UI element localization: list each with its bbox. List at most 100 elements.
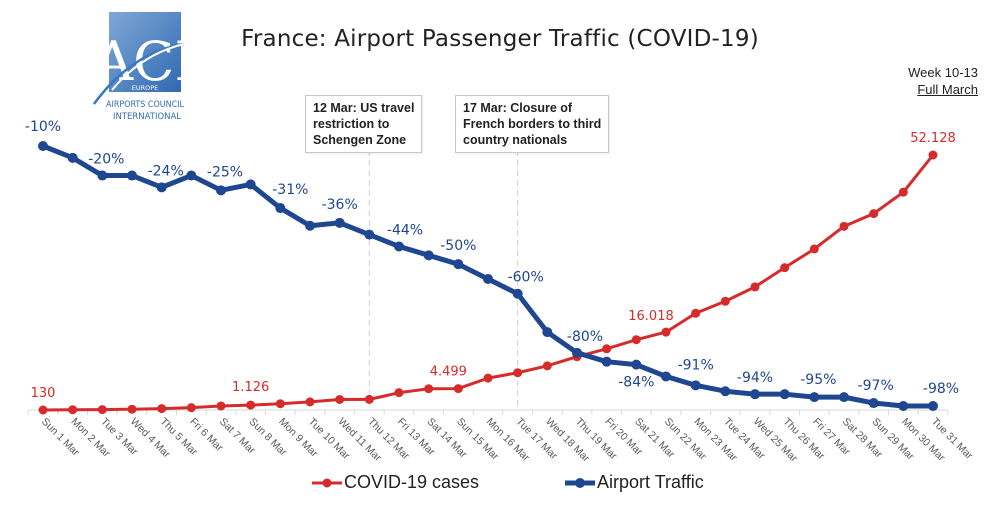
covid-data-label: 16.018: [628, 309, 674, 324]
covid-cases-point: [869, 209, 879, 219]
airport-traffic-point: [601, 356, 612, 367]
traffic-data-label: -60%: [508, 270, 544, 286]
covid-cases-point: [394, 388, 404, 398]
covid-data-label: 4.499: [430, 365, 467, 380]
covid-cases-point: [453, 384, 463, 394]
logo-region: EUROPE: [132, 84, 159, 92]
annotation-line: 12 Mar: US travel: [313, 101, 415, 115]
airport-traffic-point: [631, 359, 642, 370]
covid-cases-point: [127, 404, 137, 414]
period-info: Week 10-13 Full March: [908, 64, 978, 98]
airport-traffic-point: [839, 392, 849, 403]
traffic-data-label: -10%: [25, 119, 61, 135]
airport-traffic-point: [364, 229, 375, 240]
covid-cases-point: [780, 263, 790, 273]
week-range: Week 10-13: [908, 65, 978, 80]
legend-label-traffic: Airport Traffic: [597, 472, 704, 492]
covid-cases-point: [631, 335, 641, 345]
airport-traffic-point: [245, 179, 256, 190]
traffic-data-label: -97%: [858, 378, 894, 394]
airport-traffic-point: [750, 389, 760, 400]
covid-cases-point: [720, 296, 730, 306]
legend-marker-traffic: [565, 477, 595, 488]
airport-traffic-point: [334, 217, 345, 228]
covid-cases-point: [246, 400, 256, 410]
airport-traffic-point: [661, 371, 671, 382]
legend-label-covid: COVID-19 cases: [344, 472, 480, 492]
covid-cases-point: [364, 394, 374, 404]
covid-cases-point: [898, 187, 908, 197]
covid-cases-point: [750, 282, 760, 292]
logo-line2: INTERNATIONAL: [113, 111, 182, 122]
annotation-line: French borders to third: [463, 117, 602, 131]
covid-cases-point: [691, 308, 701, 318]
covid-cases-point: [483, 373, 493, 383]
airport-traffic-point: [898, 401, 909, 411]
airport-traffic-point: [542, 327, 553, 338]
chart-title: France: Airport Passenger Traffic (COVID…: [241, 26, 759, 52]
traffic-data-label: -31%: [272, 182, 308, 198]
airport-traffic-point: [216, 185, 226, 196]
airport-traffic-point: [572, 347, 582, 358]
annotation-us-travel: 12 Mar: US travel restriction to Schenge…: [305, 95, 423, 153]
legend-item-traffic[interactable]: Airport Traffic: [565, 472, 704, 493]
airport-traffic-point: [156, 182, 167, 193]
period-link: Full March: [917, 82, 978, 97]
covid-data-label: 130: [31, 386, 56, 401]
covid-cases-point: [216, 401, 226, 411]
airport-traffic-point: [127, 170, 137, 181]
traffic-data-label: -36%: [322, 197, 358, 213]
airport-traffic-point: [97, 170, 108, 181]
airport-traffic-point: [67, 152, 78, 163]
traffic-data-label: -80%: [567, 329, 603, 345]
traffic-data-label: -95%: [800, 372, 836, 388]
annotation-border-closure: 17 Mar: Closure of French borders to thi…: [455, 95, 610, 153]
covid-data-label: 52.128: [910, 131, 956, 146]
traffic-data-label: -84%: [618, 375, 654, 391]
airport-traffic-point: [690, 380, 701, 391]
covid-cases-point: [424, 384, 434, 394]
covid-cases-point: [542, 361, 552, 371]
covid-cases-point: [661, 327, 671, 337]
covid-data-label: 1.126: [232, 380, 269, 395]
airport-traffic-point: [275, 203, 286, 214]
traffic-data-label: -94%: [737, 370, 773, 386]
airport-traffic-point: [305, 220, 315, 231]
covid-cases-point: [68, 405, 78, 415]
airport-traffic-point: [868, 398, 879, 409]
traffic-data-label: -50%: [440, 238, 476, 254]
annotation-line: 17 Mar: Closure of: [463, 101, 573, 115]
covid-cases-point: [602, 344, 612, 354]
covid-cases-point: [275, 399, 285, 409]
traffic-data-label: -98%: [923, 381, 959, 397]
airport-traffic-point: [453, 259, 464, 270]
airport-traffic-point: [720, 386, 731, 397]
traffic-data-label: -25%: [207, 164, 243, 180]
traffic-data-label: -91%: [678, 357, 714, 373]
airport-traffic-point: [928, 401, 938, 411]
airport-traffic-point: [186, 170, 197, 181]
covid-cases-point: [839, 221, 849, 231]
covid-cases-point: [157, 404, 167, 414]
traffic-data-label: -20%: [88, 152, 124, 168]
covid-cases-point: [513, 368, 523, 378]
legend-marker-covid: [312, 478, 342, 487]
airport-traffic-point: [779, 389, 790, 400]
traffic-data-label: -44%: [387, 222, 423, 238]
covid-cases-point: [186, 403, 196, 413]
legend-item-covid[interactable]: COVID-19 cases: [312, 472, 479, 493]
airport-traffic-point: [38, 141, 48, 151]
covid-cases-point: [305, 397, 315, 407]
annotation-line: Schengen Zone: [313, 133, 407, 147]
annotation-line: restriction to: [313, 117, 390, 131]
airport-traffic-point: [394, 241, 404, 252]
airport-traffic-point: [512, 288, 523, 299]
covid-cases-point: [38, 405, 48, 415]
covid-cases-point: [809, 244, 819, 254]
traffic-data-label: -24%: [148, 163, 184, 179]
covid-cases-point: [335, 394, 345, 404]
covid-cases-point: [97, 405, 107, 415]
annotation-line: country nationals: [463, 133, 568, 147]
airport-traffic-point: [423, 250, 434, 261]
